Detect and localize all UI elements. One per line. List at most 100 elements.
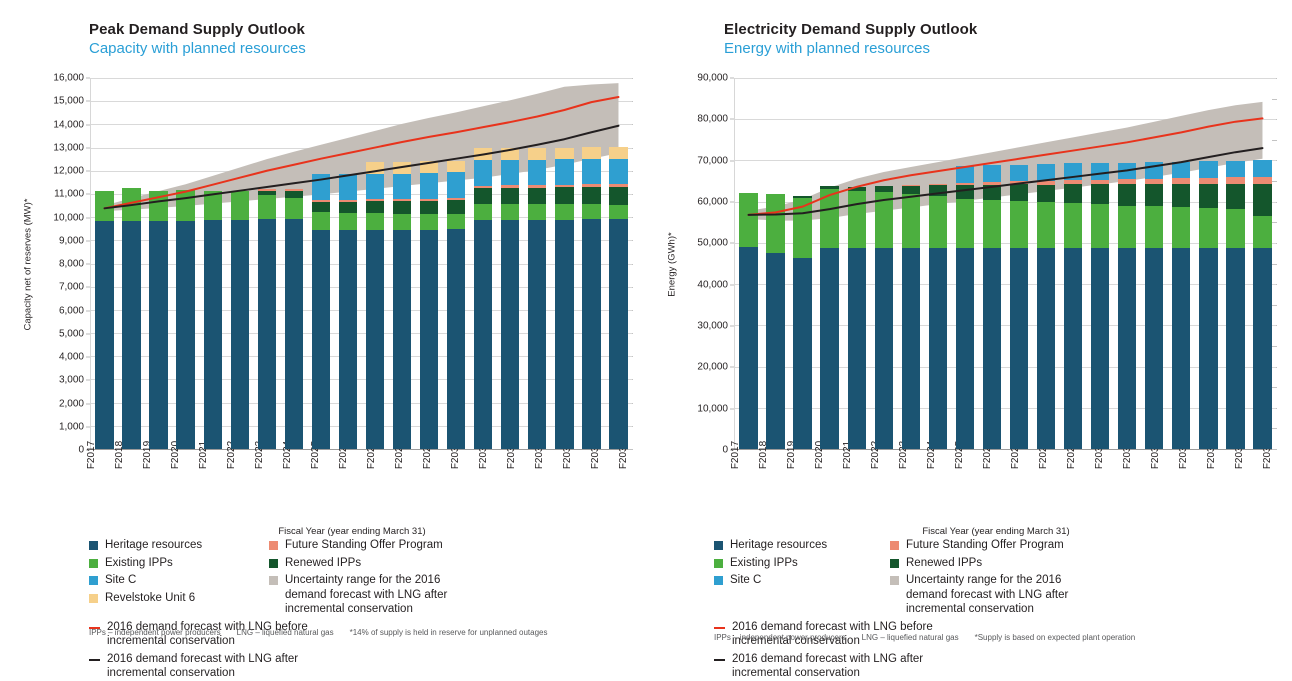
stacked-bar[interactable] [1090, 163, 1110, 449]
stacked-bar[interactable] [609, 147, 628, 449]
bar-slot[interactable] [253, 78, 280, 449]
stacked-bar[interactable] [1253, 160, 1272, 449]
bar-slot[interactable] [735, 78, 762, 449]
stacked-bar[interactable] [739, 192, 758, 449]
stacked-bar[interactable] [203, 190, 222, 449]
legend-item[interactable]: Heritage resources [714, 538, 890, 553]
bar-slot[interactable] [978, 78, 1005, 449]
legend-item[interactable]: Renewed IPPs [269, 556, 474, 571]
bar-segment [928, 196, 948, 248]
legend-item[interactable]: Heritage resources [89, 538, 269, 553]
bar-slot[interactable] [280, 78, 307, 449]
stacked-bar[interactable] [1036, 164, 1056, 449]
bar-slot[interactable] [924, 78, 951, 449]
bar-slot[interactable] [605, 78, 632, 449]
legend-item[interactable]: 2016 demand forecast with LNG before inc… [714, 620, 966, 649]
y-axis-tick-label: 30,000 [697, 320, 728, 332]
legend-item[interactable]: Site C [714, 573, 890, 588]
bar-segment [1117, 205, 1137, 248]
stacked-bar[interactable] [982, 165, 1002, 449]
stacked-bar[interactable] [392, 161, 412, 449]
y-axis-tick-mark [86, 240, 90, 242]
bar-slot[interactable] [897, 78, 924, 449]
legend-item[interactable]: 2016 demand forecast with LNG after incr… [89, 652, 339, 681]
bar-slot[interactable] [145, 78, 172, 449]
bar-slot[interactable] [226, 78, 253, 449]
y-axis-title-text: Energy (GWh)* [666, 231, 678, 297]
bar-slot[interactable] [199, 78, 226, 449]
stacked-bar[interactable] [901, 184, 920, 449]
bar-slot[interactable] [1114, 78, 1141, 449]
legend-item[interactable]: Existing IPPs [714, 556, 890, 571]
bar-slot[interactable] [497, 78, 524, 449]
stacked-bar[interactable] [820, 186, 839, 449]
stacked-bar[interactable] [338, 174, 358, 449]
stacked-bar[interactable] [230, 190, 249, 449]
footnote-item: *Supply is based on expected plant opera… [974, 633, 1136, 642]
stacked-bar[interactable] [766, 193, 785, 449]
bar-slot[interactable] [551, 78, 578, 449]
bar-slot[interactable] [1222, 78, 1249, 449]
stacked-bar[interactable] [95, 190, 114, 449]
bar-slot[interactable] [1060, 78, 1087, 449]
stacked-bar[interactable] [365, 162, 385, 449]
stacked-bar[interactable] [555, 147, 574, 449]
bar-slot[interactable] [1168, 78, 1195, 449]
bar-segment [338, 212, 358, 231]
stacked-bar[interactable] [1117, 162, 1137, 449]
stacked-bar[interactable] [149, 190, 168, 449]
legend-item[interactable]: Renewed IPPs [890, 556, 1102, 571]
stacked-bar[interactable] [122, 188, 141, 449]
bar-slot[interactable] [951, 78, 978, 449]
y-axis-tick-mark [86, 286, 90, 288]
bar-slot[interactable] [1005, 78, 1032, 449]
stacked-bar[interactable] [1226, 160, 1245, 449]
bar-segment [609, 187, 628, 205]
bar-slot[interactable] [91, 78, 118, 449]
stacked-bar[interactable] [928, 183, 948, 449]
stacked-bar[interactable] [501, 148, 520, 449]
x-axis-tick: F2023 [884, 441, 912, 521]
bar-slot[interactable] [524, 78, 551, 449]
stacked-bar[interactable] [955, 166, 975, 449]
legend-item[interactable]: Uncertainty range for the 2016 demand fo… [890, 573, 1102, 617]
stacked-bar[interactable] [1009, 164, 1029, 449]
stacked-bar[interactable] [528, 147, 547, 449]
bar-slot[interactable] [334, 78, 361, 449]
legend-item[interactable]: 2016 demand forecast with LNG after incr… [714, 652, 966, 681]
bar-slot[interactable] [870, 78, 897, 449]
bar-slot[interactable] [1033, 78, 1060, 449]
legend-item[interactable]: Uncertainty range for the 2016 demand fo… [269, 573, 474, 617]
stacked-bar[interactable] [257, 189, 276, 449]
legend-item[interactable]: Future Standing Offer Program [890, 538, 1102, 553]
bar-slot[interactable] [1087, 78, 1114, 449]
stacked-bar[interactable] [446, 160, 466, 449]
bar-slot[interactable] [389, 78, 416, 449]
bar-slot[interactable] [118, 78, 145, 449]
stacked-bar[interactable] [1199, 161, 1218, 449]
stacked-bar[interactable] [284, 189, 304, 449]
legend-item[interactable]: Future Standing Offer Program [269, 538, 474, 553]
legend-item[interactable]: Existing IPPs [89, 556, 269, 571]
bar-slot[interactable] [443, 78, 470, 449]
bar-slot[interactable] [1195, 78, 1222, 449]
stacked-bar[interactable] [1172, 161, 1191, 449]
stacked-bar[interactable] [419, 161, 439, 449]
legend-item[interactable]: 2016 demand forecast with LNG before inc… [89, 620, 339, 649]
stacked-bar[interactable] [582, 147, 601, 449]
stacked-bar[interactable] [874, 185, 893, 449]
x-axis-tick: F2025 [296, 441, 324, 521]
legend-item[interactable]: Revelstoke Unit 6 [89, 591, 269, 606]
bar-slot[interactable] [578, 78, 605, 449]
stacked-bar[interactable] [1063, 163, 1083, 449]
bar-slot[interactable] [361, 78, 388, 449]
bar-slot[interactable] [416, 78, 443, 449]
bar-segment [1090, 163, 1110, 180]
x-axis-tick: F2033 [1164, 441, 1192, 521]
bar-segment [928, 247, 948, 449]
bar-slot[interactable] [816, 78, 843, 449]
legend-item[interactable]: Site C [89, 573, 269, 588]
gridline [91, 379, 632, 381]
bar-slot[interactable] [1249, 78, 1276, 449]
bar-slot[interactable] [762, 78, 789, 449]
